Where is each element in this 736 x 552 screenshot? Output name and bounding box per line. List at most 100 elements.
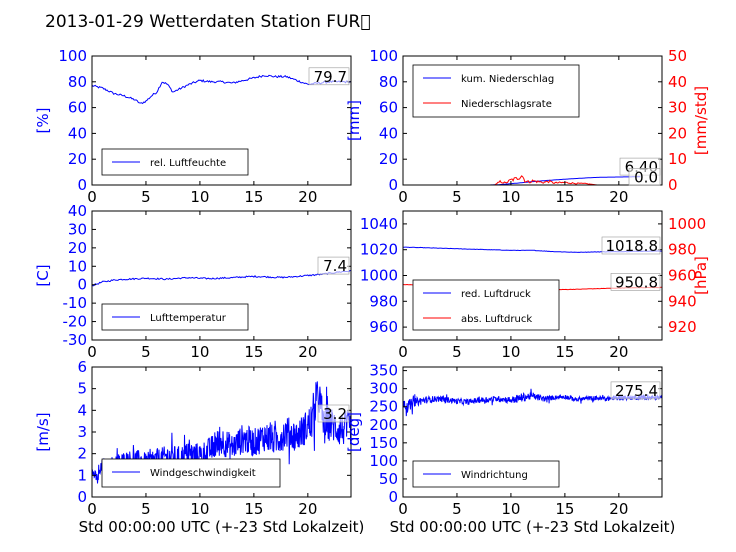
y2-tick-label: 40 [668, 73, 687, 91]
x-tick-label: 15 [244, 188, 263, 206]
y-tick-label: 4 [77, 401, 87, 419]
y-tick-label: 20 [379, 150, 398, 168]
y2-axis-label: [mm/std] [692, 86, 710, 155]
y-tick-label: 960 [369, 318, 398, 336]
series-line-precip-0 [403, 176, 641, 185]
annotation-box [308, 67, 350, 86]
y-tick-label: 2 [77, 445, 87, 463]
y-tick-label: 250 [369, 398, 398, 416]
series-line-temperature-0 [92, 269, 351, 287]
y-axis-label: [deg] [345, 412, 363, 452]
y-tick-label: 40 [68, 124, 87, 142]
plot-area-temperature [92, 269, 351, 287]
annotation-box [317, 404, 350, 423]
x-tick-label: 20 [298, 188, 317, 206]
y-tick-label: 0 [77, 176, 87, 194]
y-tick-label: 200 [369, 416, 398, 434]
annotation-value: 79.7 [314, 68, 347, 86]
x-tick-label: 20 [609, 188, 628, 206]
x-tick-label: 15 [555, 188, 574, 206]
x-tick-label: 5 [452, 343, 462, 361]
annotation-value: 1018.8 [606, 237, 659, 255]
y2-tick-label: 940 [668, 292, 697, 310]
y-tick-label: 1020 [360, 241, 398, 259]
y-tick-label: 100 [58, 47, 87, 65]
y-tick-label: 100 [369, 47, 398, 65]
y-tick-label: 150 [369, 434, 398, 452]
y-tick-label: 20 [68, 239, 87, 257]
annotation-value: 275.4 [615, 382, 658, 400]
y-tick-label: 40 [68, 202, 87, 220]
y-axis-label: [%] [34, 108, 52, 134]
plot-area-precip [403, 175, 662, 185]
annotation-value: 3.2 [323, 405, 347, 423]
y-tick-label: 50 [379, 470, 398, 488]
x-tick-label: 0 [87, 188, 97, 206]
panel-temperature: 0 5 10 15 20-30-20-10010203040[C]Lufttempera… [34, 202, 352, 361]
y-tick-label: 80 [68, 73, 87, 91]
x-tick-label: 5 [452, 188, 462, 206]
y-tick-label: 80 [379, 73, 398, 91]
y-tick-label: 350 [369, 362, 398, 380]
x-tick-label: 15 [244, 343, 263, 361]
y-tick-label: 6 [77, 358, 87, 376]
annotation-value: 0.0 [634, 168, 658, 186]
x-axis-label: Std 00:00:00 UTC (+-23 Std Lokalzeit) [79, 518, 365, 536]
y-tick-label: 980 [369, 292, 398, 310]
axes-frame [402, 366, 663, 498]
y2-tick-label: 20 [668, 124, 687, 142]
legend-label: kum. Niederschlag [461, 74, 554, 85]
y2-tick-label: 980 [668, 241, 697, 259]
y-tick-label: 5 [77, 380, 87, 398]
figure-title: 2013-01-29 Wetterdaten Station FUR  [45, 12, 371, 32]
axes-frame [91, 55, 352, 186]
y2-axis-label: [hPa] [692, 256, 710, 295]
x-tick-label: 0 [398, 343, 408, 361]
legend-box [412, 279, 560, 331]
legend-box [412, 64, 580, 118]
y2-tick-label: 50 [668, 47, 687, 65]
y-axis-label: [C] [34, 264, 52, 286]
y2-tick-label: 960 [668, 267, 697, 285]
series-line-precip-1 [403, 175, 662, 185]
axes-frame [91, 210, 352, 341]
y-tick-label: 20 [68, 150, 87, 168]
legend-label: abs. Luftdruck [461, 314, 532, 325]
annotation-box [601, 236, 661, 255]
annotation-box [317, 256, 350, 275]
y2-tick-label: 1000 [668, 215, 706, 233]
x-tick-label: 15 [244, 500, 263, 518]
legend-label: Windgeschwindigkeit [150, 468, 256, 479]
axes-frame [402, 55, 663, 186]
y-tick-label: 60 [68, 99, 87, 117]
plot-area-humidity [92, 74, 351, 105]
y-tick-label: 0 [77, 488, 87, 506]
x-tick-label: 20 [298, 500, 317, 518]
y-tick-label: 3 [77, 423, 87, 441]
x-tick-label: 20 [609, 500, 628, 518]
y2-tick-label: 0 [668, 176, 678, 194]
x-tick-label: 0 [87, 343, 97, 361]
y-axis-label: [mm] [345, 100, 363, 141]
y-tick-label: 60 [379, 99, 398, 117]
x-tick-label: 10 [501, 188, 520, 206]
y-tick-label: 1040 [360, 215, 398, 233]
legend-label: Windrichtung [461, 470, 528, 481]
x-tick-label: 10 [190, 343, 209, 361]
x-tick-label: 0 [398, 188, 408, 206]
x-tick-label: 10 [501, 500, 520, 518]
legend-label: Lufttemperatur [150, 313, 227, 324]
y-tick-label: -10 [63, 294, 88, 312]
legend-label: Niederschlagsrate [461, 99, 552, 110]
legend-box [101, 458, 281, 488]
panel-humidity: 0 5 10 15 20 0 20 40 60 80 100 [%] rel. Luftfeuchte 7… [34, 47, 352, 206]
annotation-value: 950.8 [615, 273, 658, 291]
y2-tick-label: 30 [668, 99, 687, 117]
annotation-box [610, 381, 661, 400]
y-tick-label: 30 [68, 220, 87, 238]
y-tick-label: 0 [388, 488, 398, 506]
y-tick-label: 300 [369, 380, 398, 398]
panel-precip: 0 5 10 15 20 0 20 40 60 80 100 0 10 20 30 40 50 [mm] [mm/s… [345, 47, 710, 206]
